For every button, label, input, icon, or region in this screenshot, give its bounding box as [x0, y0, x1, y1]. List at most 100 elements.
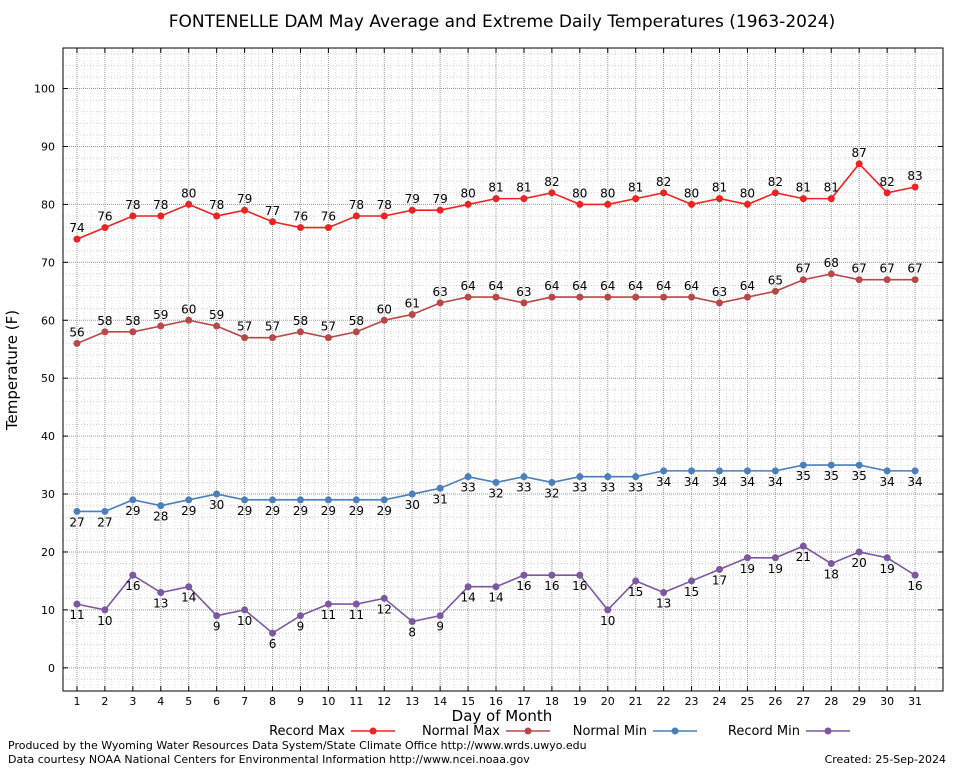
x-tick-label: 11 [349, 695, 363, 708]
data-point-record-min [604, 606, 612, 614]
data-label-normal-max: 64 [740, 279, 755, 293]
data-point-record-max [185, 200, 193, 208]
data-label-normal-max: 58 [349, 314, 364, 328]
x-tick-label: 22 [657, 695, 671, 708]
data-label-normal-max: 64 [544, 279, 559, 293]
y-tick-label: 50 [41, 372, 55, 385]
footer-data-courtesy: Data courtesy NOAA National Centers for … [8, 753, 530, 766]
data-label-normal-max: 67 [907, 262, 922, 276]
data-label-normal-min: 33 [572, 481, 587, 495]
x-tick-label: 10 [321, 695, 335, 708]
x-tick-label: 18 [545, 695, 559, 708]
data-label-normal-max: 64 [460, 279, 475, 293]
y-tick-label: 90 [41, 140, 55, 153]
data-label-normal-min: 29 [237, 504, 252, 518]
data-point-record-min [855, 548, 863, 556]
data-label-normal-max: 58 [293, 314, 308, 328]
data-label-normal-max: 64 [572, 279, 587, 293]
x-tick-label: 20 [601, 695, 615, 708]
data-label-normal-max: 64 [600, 279, 615, 293]
data-label-normal-max: 67 [796, 262, 811, 276]
data-label-normal-max: 59 [209, 308, 224, 322]
data-label-normal-max: 57 [321, 320, 336, 334]
data-label-record-min: 8 [408, 625, 416, 639]
data-point-normal-min [101, 507, 109, 515]
data-label-normal-max: 61 [405, 296, 420, 310]
data-label-normal-max: 68 [824, 256, 839, 270]
x-tick-label: 8 [269, 695, 276, 708]
data-point-normal-max [743, 293, 751, 301]
x-tick-label: 25 [740, 695, 754, 708]
x-tick-label: 7 [241, 695, 248, 708]
data-point-normal-min [492, 478, 500, 486]
data-point-normal-min [213, 490, 221, 498]
data-point-normal-min [157, 502, 165, 510]
data-point-normal-min [352, 496, 360, 504]
data-label-record-max: 78 [209, 198, 224, 212]
data-point-record-min [213, 612, 221, 620]
legend-marker-normal-max [524, 727, 532, 735]
data-label-normal-min: 33 [516, 481, 531, 495]
data-label-record-min: 6 [269, 637, 277, 651]
data-point-normal-min [688, 467, 696, 475]
series-record-max: 74 76 78 78 80 78 79 77 76 76 78 78 79 79 80 81 81 82 80 80… [69, 146, 923, 243]
data-label-record-max: 81 [488, 181, 503, 195]
data-label-normal-min: 29 [293, 504, 308, 518]
data-point-record-min [101, 606, 109, 614]
data-label-record-max: 79 [405, 192, 420, 206]
data-point-record-max [548, 189, 556, 197]
data-label-normal-max: 57 [265, 320, 280, 334]
data-label-record-max: 78 [377, 198, 392, 212]
data-label-normal-max: 67 [852, 262, 867, 276]
data-label-record-max: 81 [796, 181, 811, 195]
x-tick-label: 4 [157, 695, 164, 708]
data-point-normal-max [73, 339, 81, 347]
data-label-record-max: 78 [349, 198, 364, 212]
data-point-normal-max [799, 276, 807, 284]
x-tick-label: 12 [377, 695, 391, 708]
y-axis-label: Temperature (F) [3, 310, 21, 431]
data-label-normal-max: 57 [237, 320, 252, 334]
x-tick-label: 16 [489, 695, 503, 708]
data-point-normal-min [73, 507, 81, 515]
y-tick-label: 30 [41, 488, 55, 501]
data-point-normal-min [520, 473, 528, 481]
x-tick-label: 17 [517, 695, 531, 708]
data-point-normal-min [604, 473, 612, 481]
legend-label-normal-max: Normal Max [422, 724, 500, 739]
data-label-normal-min: 33 [460, 481, 475, 495]
x-tick-label: 31 [908, 695, 922, 708]
y-tick-label: 40 [41, 430, 55, 443]
data-point-record-max [324, 224, 332, 232]
legend-marker-normal-min [671, 727, 679, 735]
y-tick-label: 60 [41, 314, 55, 327]
data-point-record-max [716, 195, 724, 203]
data-point-record-min [743, 554, 751, 562]
data-label-normal-max: 60 [377, 302, 392, 316]
data-point-record-min [520, 571, 528, 579]
data-point-normal-max [324, 334, 332, 342]
data-label-normal-min: 34 [879, 475, 894, 489]
data-point-record-min [185, 583, 193, 591]
data-point-normal-max [492, 293, 500, 301]
data-label-record-min: 14 [488, 591, 503, 605]
y-tick-label: 80 [41, 198, 55, 211]
data-label-normal-min: 35 [852, 469, 867, 483]
data-label-normal-min: 34 [656, 475, 671, 489]
data-label-record-min: 16 [544, 579, 559, 593]
data-label-record-max: 82 [879, 175, 894, 189]
data-point-record-min [548, 571, 556, 579]
data-label-normal-min: 30 [405, 498, 420, 512]
x-tick-label: 21 [629, 695, 643, 708]
data-point-normal-max [157, 322, 165, 330]
data-point-normal-max [716, 299, 724, 307]
data-label-record-min: 10 [237, 614, 252, 628]
data-point-record-min [352, 600, 360, 608]
data-point-record-max [296, 224, 304, 232]
data-point-record-max [380, 212, 388, 220]
data-label-normal-max: 64 [656, 279, 671, 293]
x-tick-label: 28 [824, 695, 838, 708]
data-point-record-min [576, 571, 584, 579]
data-label-record-min: 17 [712, 573, 727, 587]
